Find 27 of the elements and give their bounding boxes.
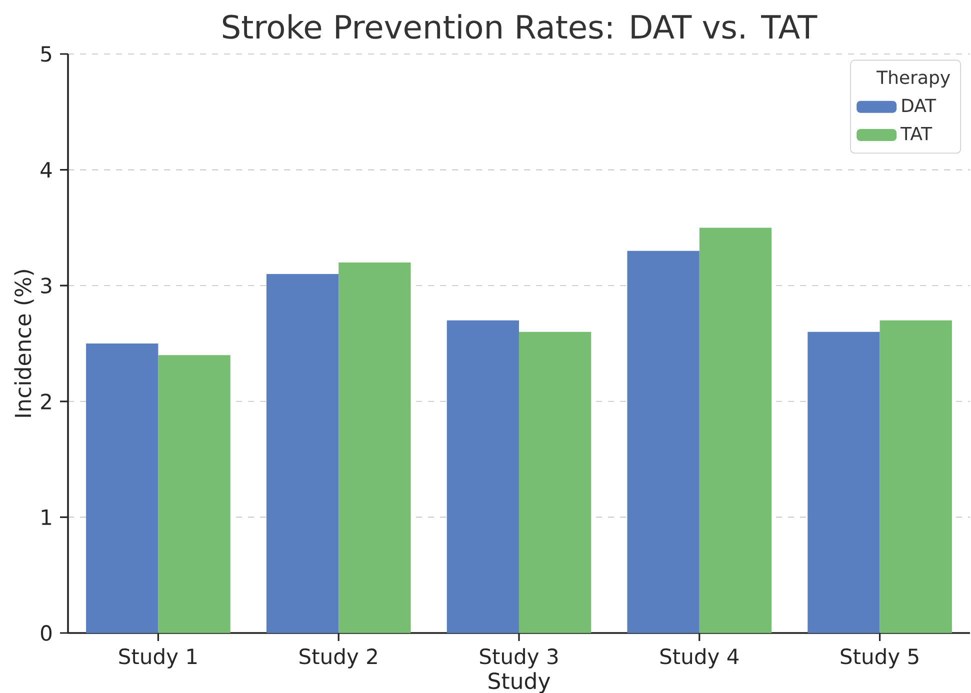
bar <box>338 262 411 634</box>
y-tick-label: 1 <box>42 510 51 525</box>
y-tick-label: 4 <box>40 162 52 178</box>
x-tick-label: Study 3 <box>480 648 558 668</box>
x-tick-label: Study 2 <box>300 648 377 668</box>
y-tick-label: 2 <box>41 394 51 410</box>
bar <box>446 320 519 634</box>
bar <box>518 332 592 634</box>
bar <box>158 355 230 634</box>
y-tick-label: 3 <box>41 278 52 294</box>
legend-label: TAT <box>900 127 932 140</box>
bar <box>627 250 700 634</box>
y-tick-label: 5 <box>41 46 52 62</box>
bar <box>880 320 952 634</box>
x-axis-title: Study <box>488 672 550 693</box>
legend-label: DAT <box>902 98 936 112</box>
x-tick-label: Study 1 <box>119 648 197 668</box>
x-tick-label: Study 5 <box>840 648 918 668</box>
bar <box>699 228 772 634</box>
bar <box>266 274 339 634</box>
x-tick-label: Study 4 <box>660 648 739 668</box>
legend-title: Therapy <box>876 70 950 88</box>
y-axis-title: Incidence (%) <box>14 270 34 417</box>
bar <box>86 344 158 634</box>
chart-title: Stroke Prevention Rates: DAT vs. TAT <box>222 14 818 39</box>
bar <box>808 332 880 634</box>
y-tick-label: 0 <box>40 625 52 641</box>
